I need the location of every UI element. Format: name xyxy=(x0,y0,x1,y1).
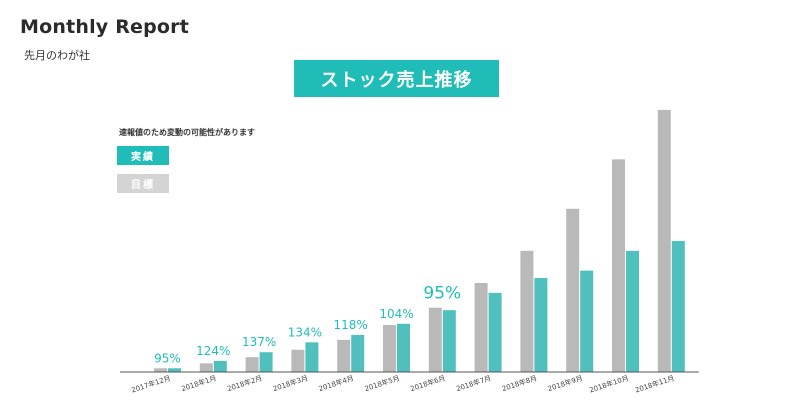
bar-actual-8 xyxy=(534,278,548,372)
achievement-label-6: 95% xyxy=(423,284,461,304)
bar-actual-10 xyxy=(626,250,639,372)
bar-target-0 xyxy=(154,368,167,372)
bar-target-2 xyxy=(245,357,259,372)
bar-actual-0 xyxy=(168,368,181,372)
x-tick-label-9: 2018年9月 xyxy=(547,373,584,393)
bar-actual-9 xyxy=(580,270,594,372)
bar-actual-4 xyxy=(351,334,365,372)
preliminary-note: 速報値のため変動の可能性があります xyxy=(119,128,255,137)
achievement-labels-group: 95% 124% 137% 134% 118% 104% 95% xyxy=(154,284,461,366)
bar-actual-6 xyxy=(442,310,456,372)
bar-target-5 xyxy=(383,325,396,372)
x-tick-label-1: 2018年1月 xyxy=(180,373,217,393)
bar-target-6 xyxy=(428,307,442,372)
x-tick-label-7: 2018年7月 xyxy=(455,373,492,393)
achievement-label-5: 104% xyxy=(379,307,413,321)
achievement-label-3: 134% xyxy=(288,325,322,339)
chart-title: ストック売上推移 xyxy=(294,60,499,97)
bar-actual-1 xyxy=(213,360,227,372)
bar-target-7 xyxy=(474,282,488,372)
bar-actual-5 xyxy=(397,323,410,372)
bar-actual-2 xyxy=(259,352,273,372)
achievement-label-0: 95% xyxy=(154,351,181,365)
bars-group xyxy=(154,109,685,373)
x-tick-label-6: 2018年6月 xyxy=(409,373,446,393)
bar-target-1 xyxy=(199,363,213,372)
bar-target-8 xyxy=(520,250,534,372)
report-title: Monthly Report xyxy=(20,16,190,38)
achievement-label-4: 118% xyxy=(334,318,368,332)
achievement-label-1: 124% xyxy=(196,344,230,358)
bar-target-9 xyxy=(566,208,580,372)
report-subtitle: 先月のわが社 xyxy=(24,49,90,62)
x-tick-label-0: 2017年12月 xyxy=(130,373,172,394)
x-tick-label-5: 2018年5月 xyxy=(363,373,400,393)
bar-actual-3 xyxy=(305,342,319,372)
x-tick-label-10: 2018年10月 xyxy=(588,373,630,394)
bar-actual-7 xyxy=(488,292,502,372)
achievement-label-2: 137% xyxy=(242,335,276,349)
bar-target-4 xyxy=(337,339,351,372)
x-tick-label-3: 2018年3月 xyxy=(272,373,309,393)
bar-target-11 xyxy=(657,109,671,373)
x-tick-label-4: 2018年4月 xyxy=(318,373,355,393)
bar-actual-11 xyxy=(671,240,685,372)
x-tick-label-11: 2018年11月 xyxy=(634,373,676,394)
x-tick-label-8: 2018年8月 xyxy=(501,373,538,393)
bar-target-3 xyxy=(291,349,305,372)
bar-target-10 xyxy=(612,159,625,372)
legend-actual: 実績 xyxy=(117,146,169,165)
legend-target: 目標 xyxy=(117,174,169,193)
x-tick-label-2: 2018年2月 xyxy=(226,373,263,393)
x-tick-labels-group: 2017年12月 2018年1月 2018年2月 2018年3月 2018年4月 2018… xyxy=(130,373,675,394)
